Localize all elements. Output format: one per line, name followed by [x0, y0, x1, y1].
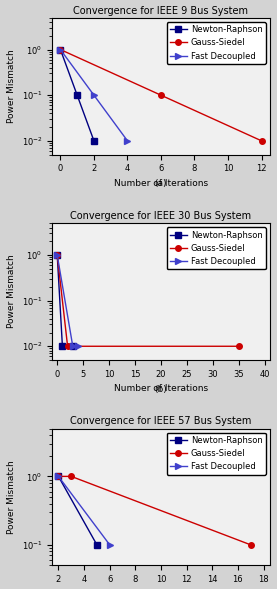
Line: Newton-Raphson: Newton-Raphson: [56, 474, 100, 548]
Newton-Raphson: [76, 92, 79, 99]
Fast Decoupled: [56, 252, 59, 259]
Gauss-Siedel: [159, 92, 163, 99]
X-axis label: Number of Iterations: Number of Iterations: [114, 179, 208, 188]
Line: Gauss-Siedel: Gauss-Siedel: [55, 252, 242, 349]
Fast Decoupled: [59, 46, 62, 53]
Line: Fast Decoupled: Fast Decoupled: [56, 474, 112, 548]
Gauss-Siedel: [249, 541, 252, 548]
Newton-Raphson: [59, 46, 62, 53]
Line: Fast Decoupled: Fast Decoupled: [55, 252, 81, 349]
Fast Decoupled: [108, 541, 111, 548]
Gauss-Siedel: [66, 343, 69, 350]
Text: (b): (b): [155, 385, 167, 393]
Newton-Raphson: [56, 252, 59, 259]
Legend: Newton-Raphson, Gauss-Siedel, Fast Decoupled: Newton-Raphson, Gauss-Siedel, Fast Decou…: [166, 22, 266, 64]
Newton-Raphson: [57, 473, 60, 480]
Text: (a): (a): [155, 179, 167, 188]
Line: Gauss-Siedel: Gauss-Siedel: [58, 47, 264, 144]
Gauss-Siedel: [70, 473, 73, 480]
Gauss-Siedel: [260, 137, 263, 144]
Newton-Raphson: [61, 343, 64, 350]
Title: Convergence for IEEE 30 Bus System: Convergence for IEEE 30 Bus System: [70, 211, 252, 221]
Line: Newton-Raphson: Newton-Raphson: [55, 252, 76, 349]
Fast Decoupled: [57, 473, 60, 480]
Title: Convergence for IEEE 57 Bus System: Convergence for IEEE 57 Bus System: [70, 416, 252, 426]
Newton-Raphson: [92, 137, 96, 144]
Gauss-Siedel: [59, 46, 62, 53]
Gauss-Siedel: [56, 252, 59, 259]
Line: Gauss-Siedel: Gauss-Siedel: [56, 474, 253, 548]
Y-axis label: Power Mismatch: Power Mismatch: [7, 460, 16, 534]
Fast Decoupled: [71, 343, 75, 350]
Y-axis label: Power Mismatch: Power Mismatch: [7, 49, 16, 123]
Newton-Raphson: [71, 343, 75, 350]
Gauss-Siedel: [237, 343, 240, 350]
X-axis label: Number of Iterations: Number of Iterations: [114, 384, 208, 393]
Y-axis label: Power Mismatch: Power Mismatch: [7, 254, 16, 329]
Line: Newton-Raphson: Newton-Raphson: [58, 47, 97, 144]
Legend: Newton-Raphson, Gauss-Siedel, Fast Decoupled: Newton-Raphson, Gauss-Siedel, Fast Decou…: [166, 227, 266, 269]
Line: Fast Decoupled: Fast Decoupled: [58, 47, 130, 144]
Fast Decoupled: [76, 343, 79, 350]
Fast Decoupled: [126, 137, 129, 144]
Fast Decoupled: [92, 92, 96, 99]
Newton-Raphson: [95, 541, 99, 548]
Title: Convergence for IEEE 9 Bus System: Convergence for IEEE 9 Bus System: [73, 5, 248, 15]
Legend: Newton-Raphson, Gauss-Siedel, Fast Decoupled: Newton-Raphson, Gauss-Siedel, Fast Decou…: [166, 433, 266, 475]
Gauss-Siedel: [57, 473, 60, 480]
